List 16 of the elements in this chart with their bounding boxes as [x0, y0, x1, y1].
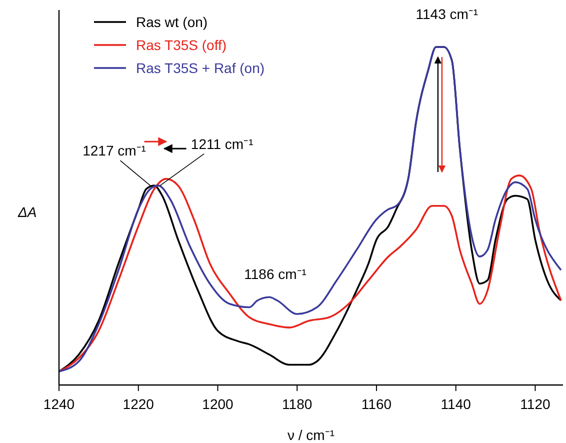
annotation: 1186 cm⁻¹	[244, 266, 307, 282]
annotation: 1211 cm⁻¹	[190, 136, 254, 152]
x-tick-label: 1180	[282, 396, 312, 412]
legend-label: Ras T35S + Raf (on)	[136, 60, 265, 76]
legend-label: Ras wt (on)	[136, 14, 208, 30]
x-tick-label: 1140	[440, 396, 472, 412]
x-axis-title: ν / cm⁻¹	[288, 427, 335, 443]
y-axis-title: ΔA	[17, 204, 37, 220]
x-tick-label: 1200	[202, 396, 234, 412]
annotation: 1217 cm⁻¹	[82, 142, 146, 159]
legend-label: Ras T35S (off)	[136, 37, 227, 53]
x-tick-label: 1120	[520, 396, 550, 412]
x-tick-label: 1160	[361, 396, 392, 412]
x-tick-label: 1220	[122, 396, 154, 412]
x-tick-label: 1240	[43, 396, 75, 412]
annotation: 1143 cm⁻¹	[416, 6, 478, 22]
